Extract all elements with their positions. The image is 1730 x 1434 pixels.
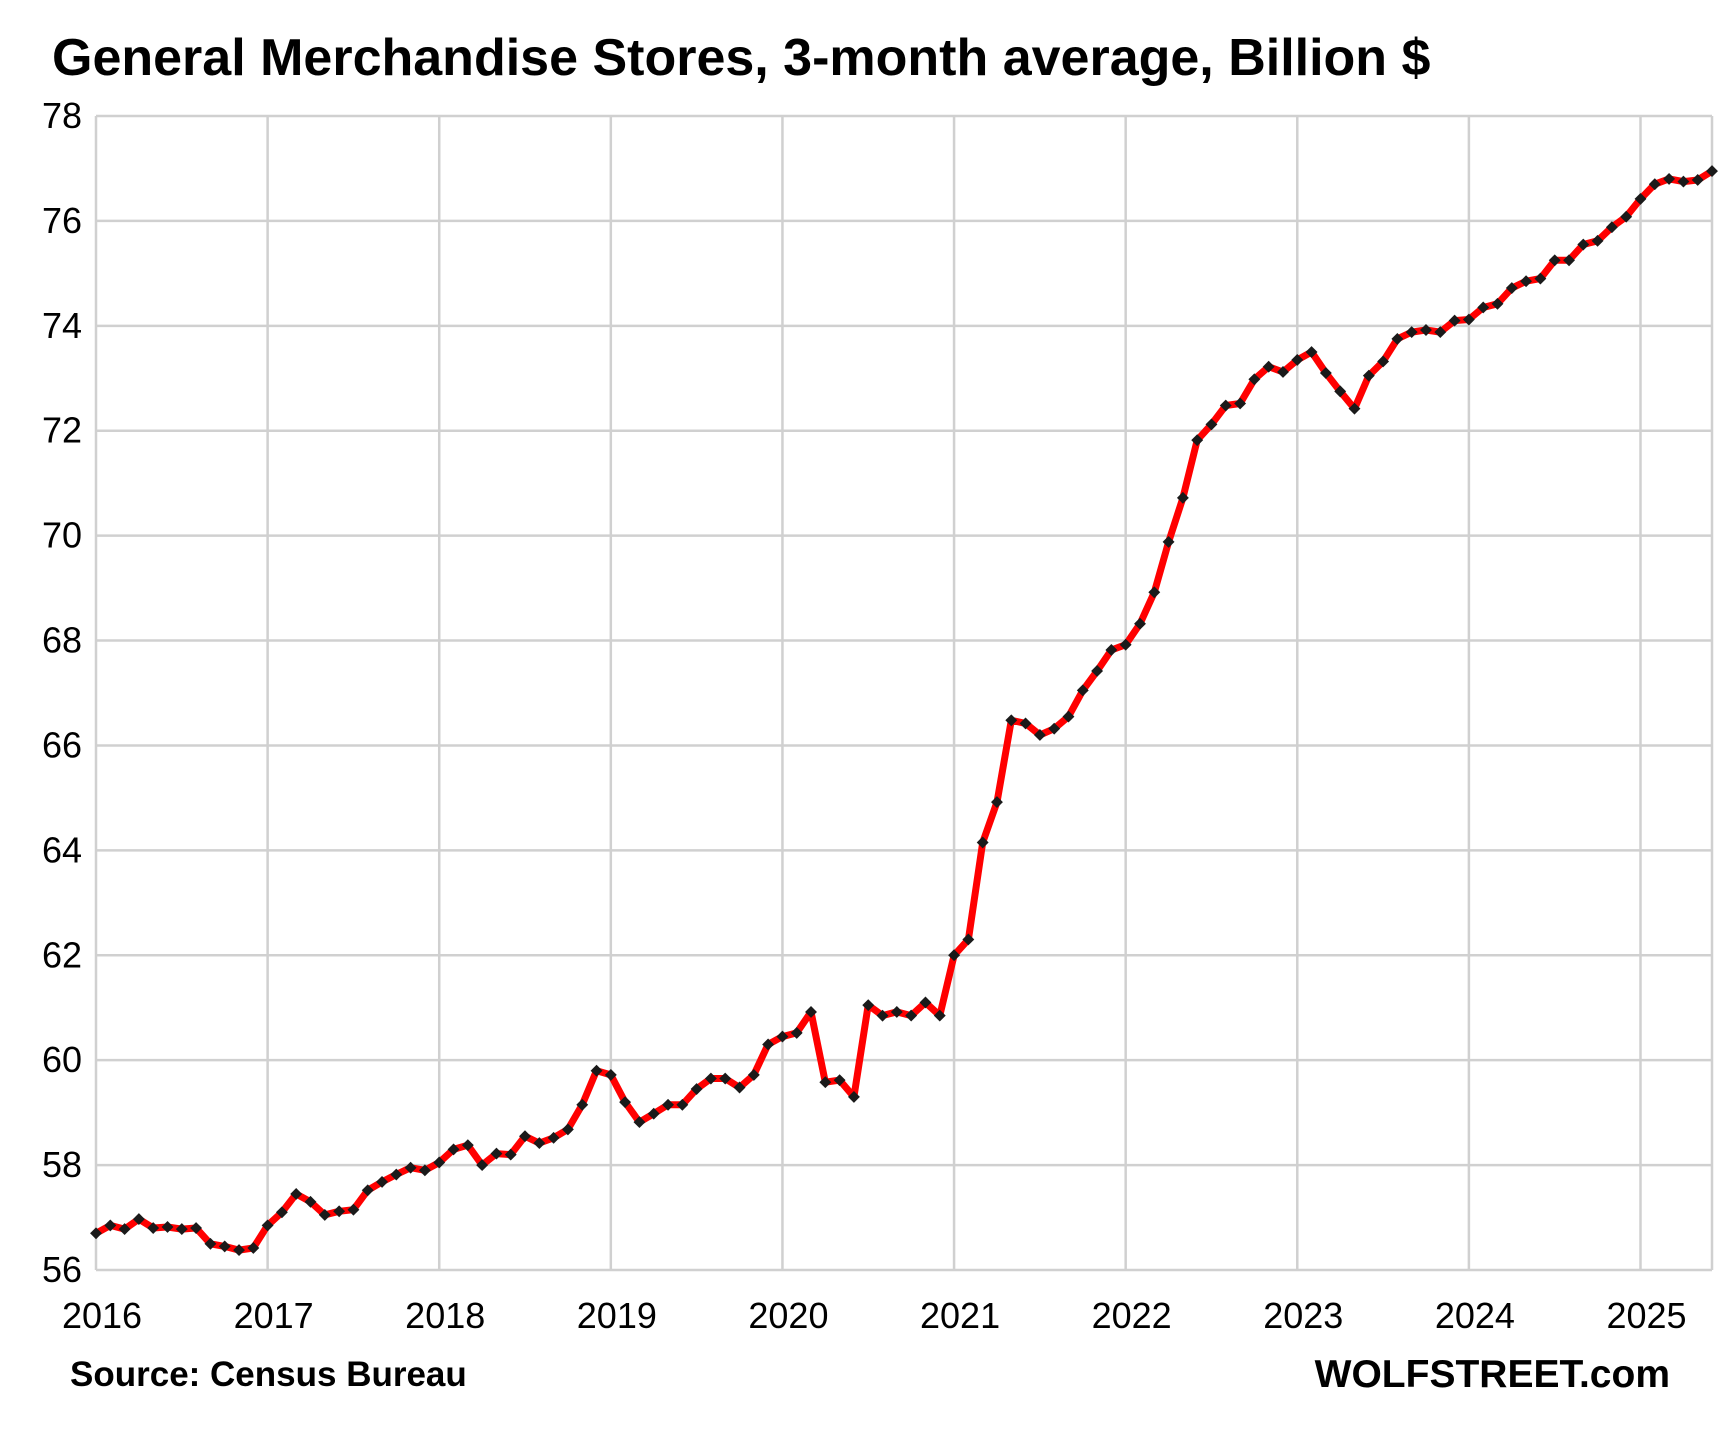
data-point	[1148, 586, 1161, 599]
y-tick-label: 62	[42, 934, 82, 975]
data-point	[1134, 617, 1146, 630]
data-point	[1005, 714, 1018, 727]
data-point	[805, 1006, 817, 1018]
gridlines	[94, 114, 1714, 1272]
y-tick-label: 78	[42, 95, 82, 136]
data-point	[519, 1130, 531, 1143]
data-point	[1420, 324, 1432, 336]
data-point	[676, 1098, 689, 1111]
y-tick-label: 60	[42, 1039, 82, 1080]
data-point	[461, 1139, 474, 1152]
data-point	[905, 1009, 918, 1022]
data-point	[876, 1009, 889, 1022]
data-point	[948, 949, 961, 962]
y-tick-label: 58	[42, 1144, 82, 1185]
data-point	[847, 1090, 860, 1103]
y-tick-label: 68	[42, 620, 82, 661]
data-point	[590, 1064, 603, 1077]
source-note: Source: Census Bureau	[70, 1355, 467, 1394]
data-point	[1691, 174, 1704, 186]
series-markers	[90, 165, 1718, 1257]
data-point	[619, 1096, 632, 1109]
data-point	[1291, 353, 1304, 366]
data-point	[361, 1184, 374, 1197]
data-point	[1076, 684, 1089, 697]
x-tick-label: 2016	[62, 1295, 142, 1336]
data-point	[318, 1208, 331, 1221]
data-point	[1019, 717, 1032, 730]
x-tick-label: 2018	[405, 1295, 485, 1336]
y-tick-label: 66	[42, 724, 82, 765]
data-point	[962, 933, 975, 946]
data-point	[561, 1123, 574, 1136]
data-point	[991, 796, 1003, 809]
data-point	[1248, 373, 1261, 386]
data-point	[933, 1009, 946, 1022]
data-point	[976, 836, 989, 849]
x-tick-label: 2025	[1606, 1295, 1686, 1336]
x-tick-label: 2022	[1092, 1295, 1172, 1336]
data-point	[132, 1213, 145, 1226]
data-point	[1176, 491, 1189, 504]
data-point	[247, 1242, 260, 1254]
y-tick-label: 72	[42, 410, 82, 451]
data-point	[1119, 638, 1132, 651]
data-point	[233, 1244, 245, 1257]
data-point	[161, 1221, 174, 1233]
data-point	[1105, 644, 1118, 656]
x-tick-label: 2019	[577, 1295, 657, 1336]
data-point	[647, 1107, 660, 1120]
data-point	[604, 1068, 617, 1081]
data-point	[1391, 332, 1404, 345]
data-point	[690, 1083, 703, 1095]
data-point	[261, 1219, 274, 1232]
data-point	[290, 1187, 303, 1200]
data-point	[833, 1074, 846, 1087]
data-point	[1033, 729, 1046, 741]
y-tick-label: 64	[42, 829, 82, 870]
data-point	[1377, 355, 1390, 368]
data-point	[719, 1072, 732, 1085]
y-tick-label: 56	[42, 1249, 82, 1290]
data-point	[890, 1006, 903, 1018]
data-point	[662, 1098, 674, 1111]
data-point	[1706, 165, 1718, 178]
x-tick-label: 2017	[234, 1295, 314, 1336]
y-tick-label: 74	[42, 305, 82, 346]
data-point	[1048, 722, 1061, 735]
y-tick-label: 70	[42, 515, 82, 556]
data-point	[1162, 535, 1175, 548]
data-point	[175, 1223, 188, 1236]
data-point	[547, 1131, 560, 1144]
y-tick-label: 76	[42, 200, 82, 241]
x-tick-label: 2021	[920, 1295, 1000, 1336]
data-point	[919, 996, 932, 1009]
x-tick-label: 2024	[1435, 1295, 1515, 1336]
chart-title: General Merchandise Stores, 3-month aver…	[52, 29, 1431, 87]
x-tick-label: 2020	[748, 1295, 828, 1336]
x-tick-label: 2023	[1263, 1295, 1343, 1336]
brand-watermark: WOLFSTREET.com	[1314, 1353, 1670, 1396]
data-point	[733, 1081, 746, 1094]
data-point	[1205, 418, 1218, 431]
data-point	[1677, 175, 1690, 188]
data-point	[776, 1030, 789, 1043]
axes: 56 58 60 62 64 66 68 70 72 74 76 78 2016 2017 2018 2019…	[42, 95, 1687, 1336]
data-point	[576, 1098, 589, 1111]
